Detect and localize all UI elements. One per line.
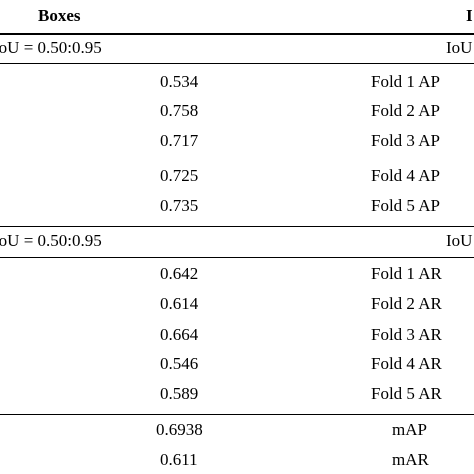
ar-right-iou-label: IoU <box>446 231 473 250</box>
ap-fold-label: Fold 3 AP <box>371 131 440 150</box>
ap-value: 0.758 <box>160 101 199 120</box>
ap-section-rule <box>0 63 474 64</box>
ar-value: 0.664 <box>160 325 199 344</box>
ap-fold-label: Fold 5 AP <box>371 196 440 215</box>
map-label: mAP <box>392 420 427 439</box>
ap-end-rule <box>0 226 474 227</box>
ar-fold-label: Fold 5 AR <box>371 384 442 403</box>
ar-value: 0.642 <box>160 264 199 283</box>
header-rule <box>0 33 474 35</box>
ap-iou-label: IoU = 0.50:0.95 <box>0 38 102 57</box>
ar-end-rule <box>0 414 474 415</box>
ap-value: 0.717 <box>160 131 199 150</box>
map-value: 0.6938 <box>156 420 203 439</box>
ar-fold-label: Fold 2 AR <box>371 294 442 313</box>
ap-fold-label: Fold 1 AP <box>371 72 440 91</box>
header-boxes: Boxes <box>38 6 81 25</box>
ar-section-rule <box>0 257 474 258</box>
mar-label: mAR <box>392 450 429 469</box>
ap-value: 0.725 <box>160 166 199 185</box>
ar-value: 0.614 <box>160 294 199 313</box>
ar-fold-label: Fold 3 AR <box>371 325 442 344</box>
ap-value: 0.534 <box>160 72 199 91</box>
ap-right-iou-label: IoU <box>446 38 473 57</box>
ar-value: 0.589 <box>160 384 199 403</box>
ap-fold-label: Fold 4 AP <box>371 166 440 185</box>
ar-iou-label: IoU = 0.50:0.95 <box>0 231 102 250</box>
ap-value: 0.735 <box>160 196 199 215</box>
ar-value: 0.546 <box>160 354 199 373</box>
header-right-cut: I <box>466 6 473 25</box>
mar-value: 0.611 <box>160 450 198 469</box>
ar-fold-label: Fold 1 AR <box>371 264 442 283</box>
ap-fold-label: Fold 2 AP <box>371 101 440 120</box>
ar-fold-label: Fold 4 AR <box>371 354 442 373</box>
